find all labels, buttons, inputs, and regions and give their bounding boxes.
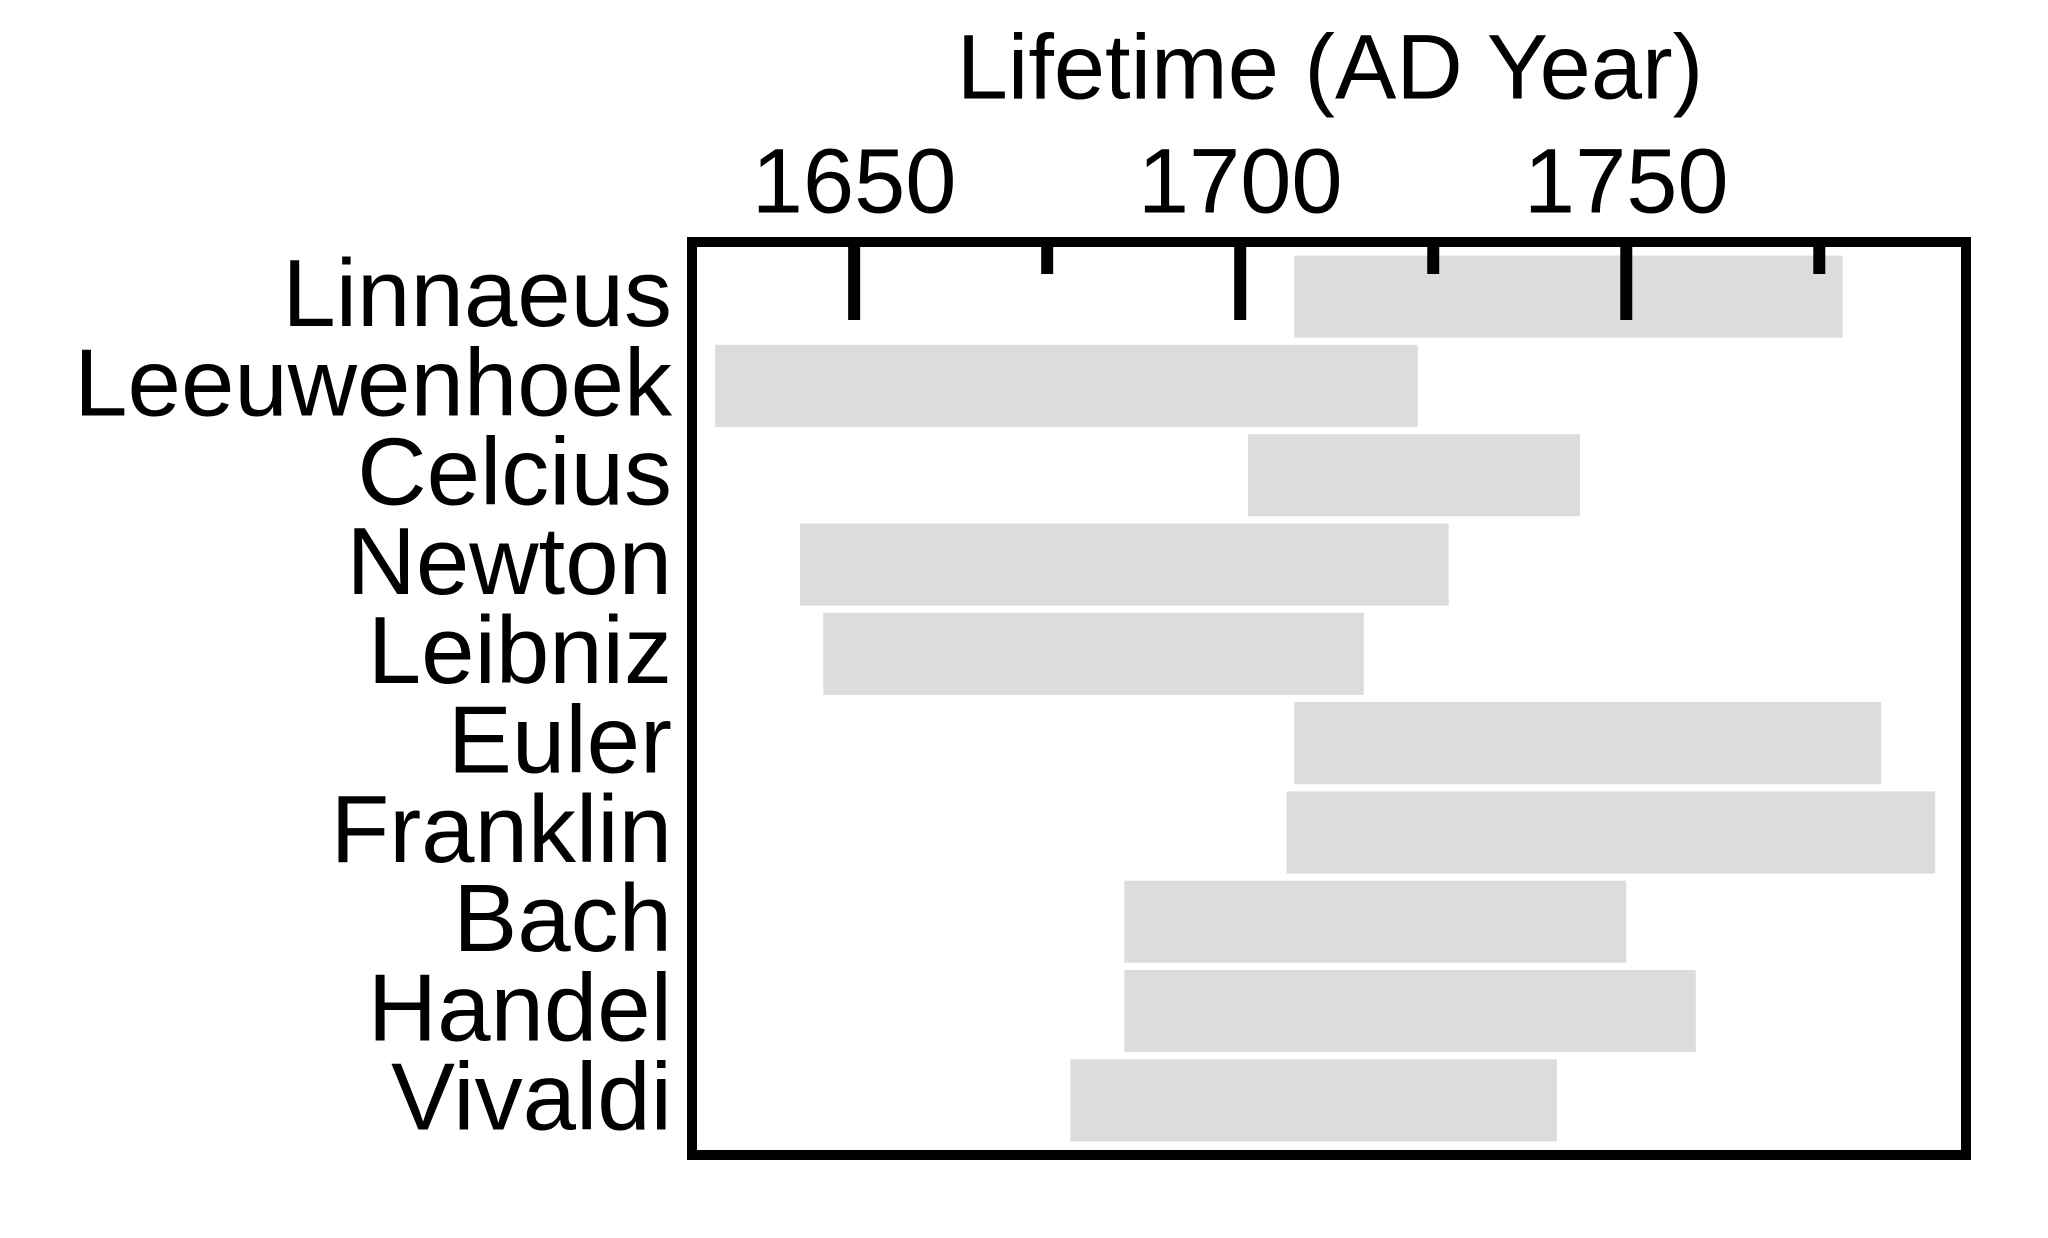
bar bbox=[1286, 791, 1936, 874]
x-tick-label: 1750 bbox=[1524, 130, 1729, 232]
x-tick-label: 1700 bbox=[1138, 130, 1343, 232]
y-tick-label: Bach bbox=[453, 865, 672, 972]
plot-frame bbox=[687, 237, 1971, 1160]
bar bbox=[823, 612, 1364, 695]
y-tick-label: Leeuwenhoek bbox=[74, 329, 673, 436]
bar bbox=[1124, 880, 1627, 963]
bar bbox=[1294, 702, 1882, 785]
y-tick-label: Celcius bbox=[357, 419, 672, 526]
y-tick-label: Franklin bbox=[331, 776, 672, 883]
y-tick-label: Newton bbox=[347, 508, 673, 615]
bar bbox=[715, 344, 1418, 428]
x-tick-label: 1650 bbox=[752, 130, 957, 232]
y-tick-label: Linnaeus bbox=[282, 240, 672, 347]
y-tick-label: Vivaldi bbox=[391, 1044, 672, 1151]
bar bbox=[1247, 434, 1580, 517]
bar bbox=[1070, 1059, 1557, 1142]
bar bbox=[1294, 255, 1843, 338]
y-tick-label: Leibniz bbox=[368, 597, 672, 704]
bar bbox=[1124, 969, 1696, 1053]
y-tick-label: Handel bbox=[368, 954, 672, 1061]
bar bbox=[800, 523, 1449, 606]
chart-title: Lifetime (AD Year) bbox=[957, 16, 1704, 118]
y-tick-label: Euler bbox=[448, 687, 672, 794]
